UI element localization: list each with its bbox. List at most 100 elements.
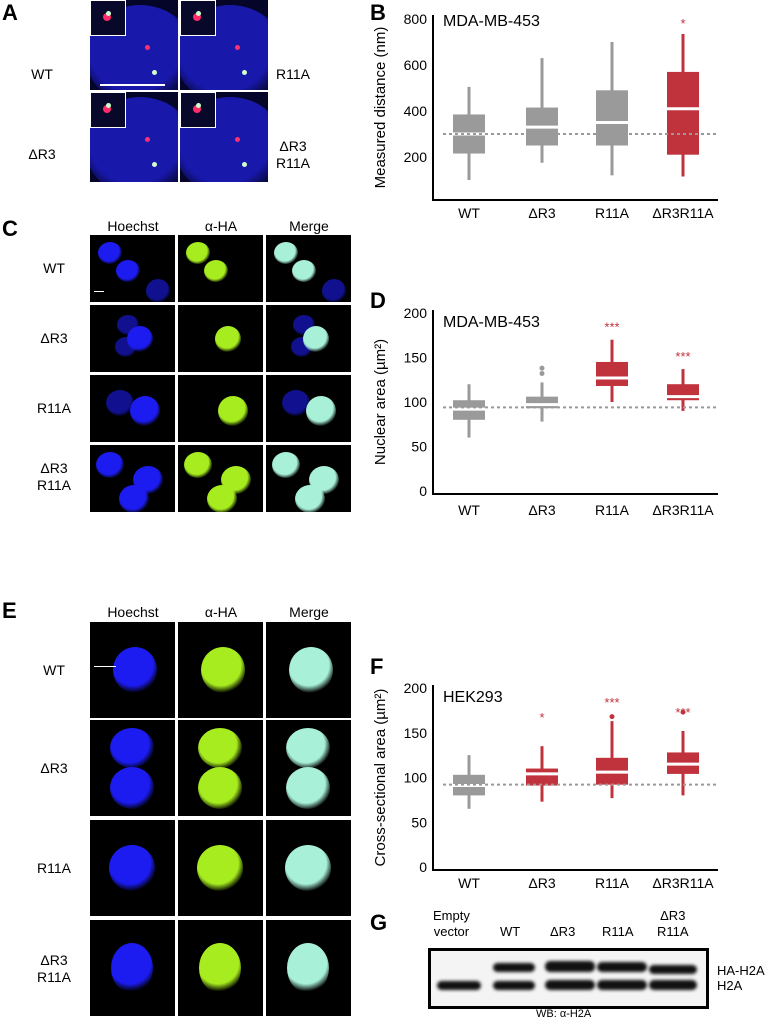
- lane-label-dr3r11a: ΔR3 R11A: [657, 908, 689, 939]
- band: [597, 962, 647, 972]
- band: [649, 980, 697, 990]
- panel-a-label-dr3r11a: ΔR3 R11A: [276, 138, 310, 171]
- nucleus: [127, 326, 153, 352]
- micrograph-tile: [266, 720, 351, 816]
- significance-marker: *: [680, 16, 685, 31]
- nucleus: [286, 767, 330, 809]
- nucleus: [207, 485, 237, 512]
- band: [597, 980, 647, 990]
- band: [545, 980, 595, 990]
- outlier-point: [680, 709, 686, 715]
- x-tick-label: ΔR3: [528, 875, 555, 891]
- nucleus: [110, 728, 154, 768]
- panel-c-col-hoechst: Hoechst: [107, 218, 159, 234]
- chart-title: HEK293: [443, 689, 503, 706]
- lane-label-r11a: R11A: [602, 924, 634, 939]
- x-tick-label: WT: [458, 875, 480, 891]
- panel-e-col-ha: α-HA: [204, 604, 238, 620]
- micrograph-tile: [266, 235, 351, 302]
- y-tick-label: 200: [404, 149, 428, 165]
- x-tick-label: ΔR3R11A: [652, 205, 714, 221]
- panel-a-tile: [180, 0, 268, 90]
- panel-a-tile: [90, 92, 178, 182]
- nucleus: [215, 326, 241, 352]
- axes: [432, 685, 718, 871]
- panel-c-col-merge: Merge: [289, 218, 329, 234]
- axes: [432, 15, 718, 201]
- nucleus: [292, 260, 316, 282]
- y-tick-label: 0: [419, 483, 427, 499]
- panel-c-row-r11a: R11A: [37, 400, 71, 416]
- panel-c-row-dr3r11a: ΔR3 R11A: [37, 460, 71, 493]
- nucleus: [289, 647, 333, 693]
- panel-label-b: B: [370, 0, 386, 25]
- nucleus: [204, 260, 228, 282]
- lane-label-dr3: ΔR3: [550, 924, 576, 939]
- micrograph-tile: [178, 820, 263, 916]
- panel-a-label-wt: WT: [31, 66, 53, 82]
- panel-a-tile: [180, 92, 268, 182]
- blot-caption: WB: α-H2A: [536, 1008, 592, 1020]
- panel-label-a: A: [2, 0, 18, 25]
- y-tick-label: 100: [404, 770, 428, 786]
- nucleus: [306, 396, 336, 426]
- lane-label-empty: Empty vector: [433, 908, 470, 939]
- panel-a-label-r11a: R11A: [276, 66, 310, 82]
- y-axis-label: Cross-sectional area (µm²): [372, 689, 389, 867]
- micrograph-tile: [90, 820, 175, 916]
- micrograph-tile: [178, 445, 263, 512]
- y-tick-label: 200: [404, 305, 428, 321]
- nucleus: [295, 485, 325, 512]
- nucleus: [111, 943, 153, 993]
- nucleus: [109, 845, 155, 891]
- y-axis-label: Measured distance (nm): [372, 27, 389, 189]
- micrograph-tile: [178, 375, 263, 442]
- panel-e-col-merge: Merge: [289, 604, 329, 620]
- micrograph-tile: [178, 305, 263, 372]
- nucleus: [197, 845, 243, 891]
- x-tick-label: ΔR3: [528, 502, 555, 518]
- nucleus: [110, 767, 154, 809]
- band: [437, 981, 481, 990]
- nucleus: [186, 242, 210, 264]
- significance-marker: ***: [675, 705, 690, 720]
- scale-bar: [94, 291, 104, 292]
- micrograph-tile: [90, 720, 175, 816]
- box: [596, 90, 628, 146]
- panel-label-f: F: [370, 654, 384, 679]
- x-tick-label: ΔR3R11A: [652, 502, 714, 518]
- inset: [180, 92, 216, 128]
- micrograph-tile: [266, 920, 351, 1016]
- significance-marker: ***: [675, 349, 690, 364]
- micrograph-tile: [90, 920, 175, 1016]
- nucleus: [98, 242, 122, 264]
- western-blot: [428, 948, 709, 1009]
- panel-label-c: C: [2, 216, 18, 241]
- y-tick-label: 150: [404, 725, 428, 741]
- panel-label-e: E: [2, 598, 17, 623]
- y-tick-label: 800: [404, 11, 428, 27]
- nucleus: [218, 396, 248, 426]
- nucleus: [282, 390, 310, 416]
- scale-bar: [94, 666, 116, 667]
- panel-c-row-dr3: ΔR3: [40, 330, 68, 346]
- panel-e-row-dr3r11a: ΔR3 R11A: [37, 952, 71, 985]
- box: [526, 768, 558, 786]
- band: [649, 965, 697, 974]
- band: [545, 961, 595, 972]
- panel-a-label-dr3: ΔR3: [28, 146, 56, 162]
- panel-label-g: G: [370, 910, 388, 935]
- nucleus: [119, 485, 149, 512]
- x-tick-label: R11A: [595, 875, 630, 891]
- micrograph-tile: [266, 820, 351, 916]
- y-tick-label: 50: [411, 439, 427, 455]
- inset: [180, 0, 216, 36]
- significance-marker: *: [539, 710, 544, 725]
- y-tick-label: 400: [404, 103, 428, 119]
- x-tick-label: ΔR3: [528, 205, 555, 221]
- panel-c-col-ha: α-HA: [204, 218, 238, 234]
- micrograph-tile: [266, 375, 351, 442]
- outlier-point: [539, 365, 545, 371]
- y-tick-label: 0: [419, 859, 427, 875]
